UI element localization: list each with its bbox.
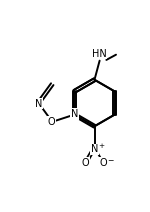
Text: O: O: [99, 158, 107, 167]
Text: HN: HN: [92, 49, 107, 59]
Text: N: N: [91, 144, 98, 154]
Text: N: N: [71, 109, 78, 119]
Text: −: −: [107, 156, 114, 165]
Text: +: +: [99, 143, 105, 149]
Text: O: O: [48, 117, 55, 127]
Text: N: N: [35, 99, 42, 109]
Text: O: O: [82, 158, 90, 167]
